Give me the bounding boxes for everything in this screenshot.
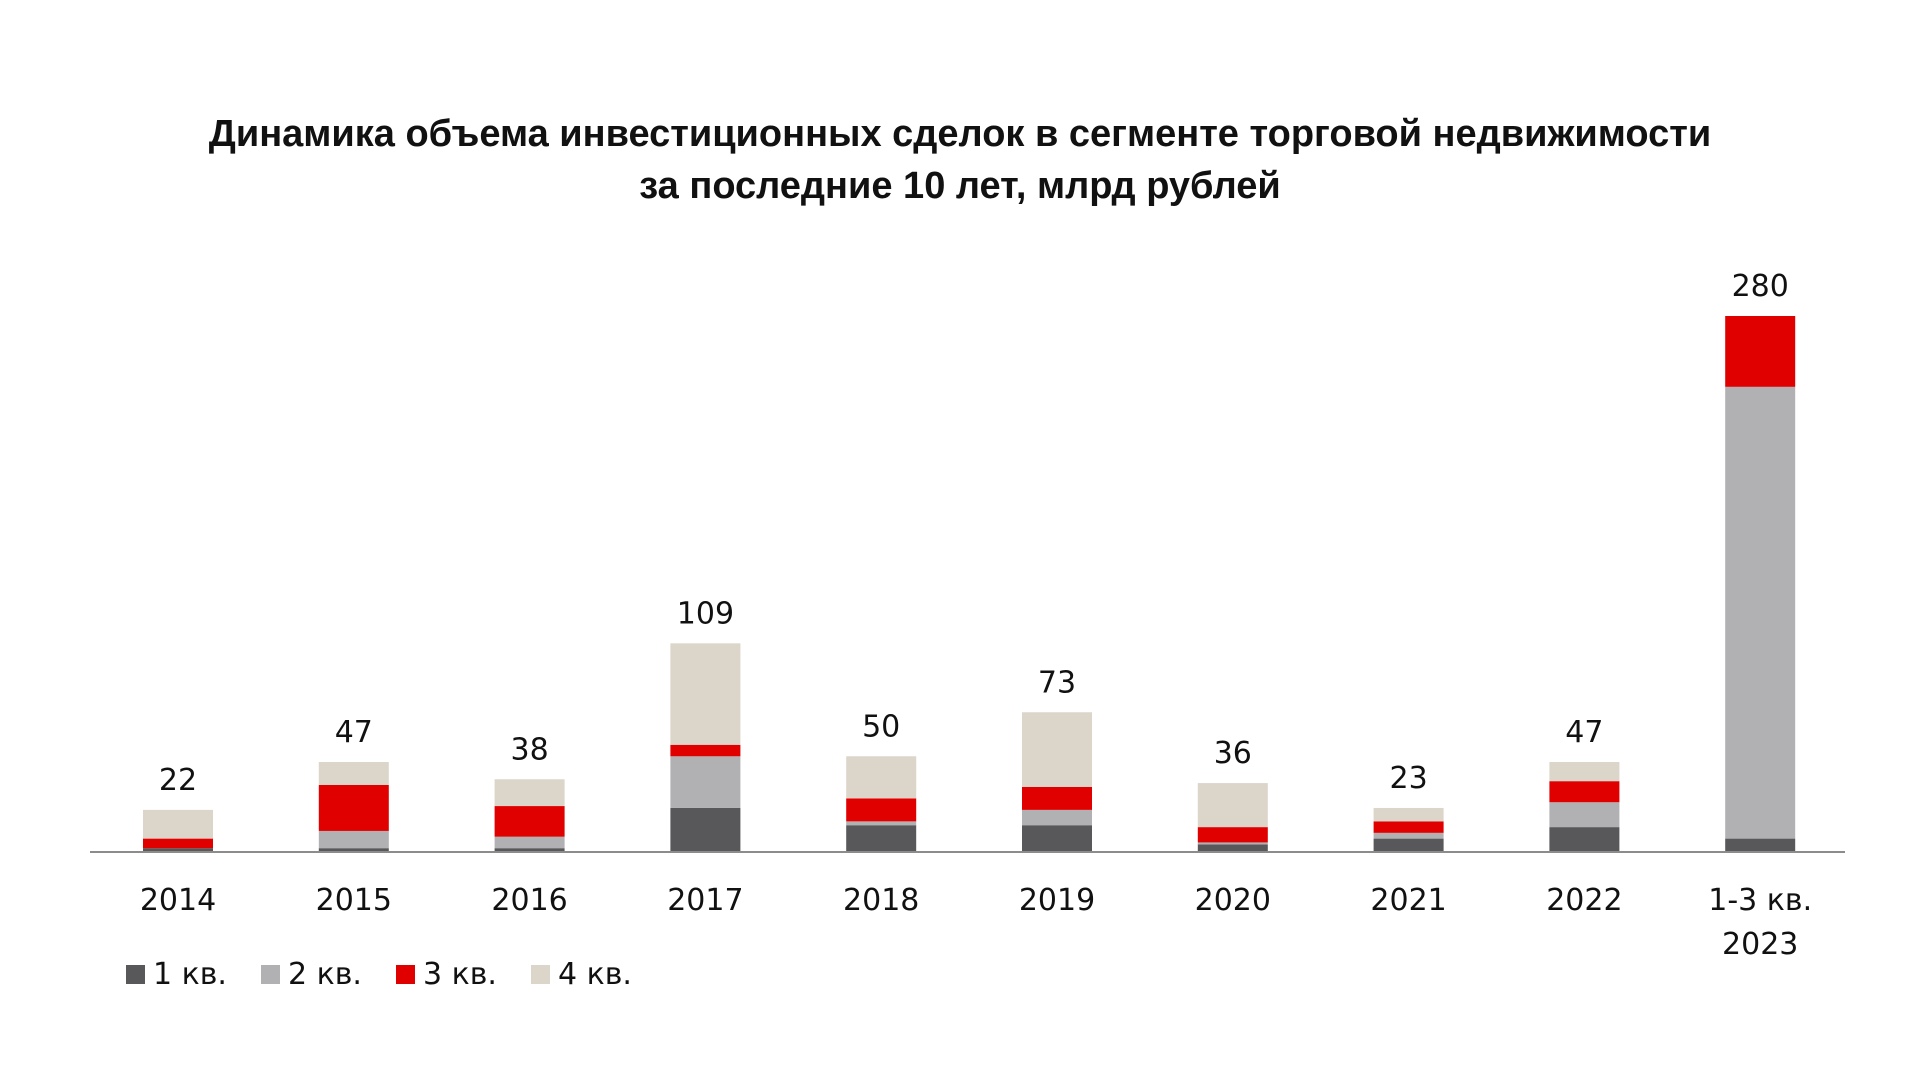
total-label: 36	[1214, 736, 1252, 771]
bar-segment-3-series-4	[494, 779, 565, 807]
bar-segment-8-series-1	[1373, 838, 1444, 852]
bar-segment-5-series-4	[846, 756, 917, 799]
x-tick-label: 2016	[491, 883, 567, 918]
bar-segment-7-series-1	[1197, 844, 1268, 852]
bar-segment-6-series-3	[1022, 786, 1092, 810]
chart-title: Динамика объема инвестиционных сделок в …	[0, 108, 1920, 212]
bar-segment-7-series-4	[1197, 783, 1268, 828]
bar-segment-8-series-3	[1373, 821, 1444, 833]
bar-segment-10-series-3	[1725, 316, 1796, 387]
total-label: 280	[1732, 269, 1789, 304]
total-label: 38	[511, 732, 549, 767]
bar-segment-5-series-1	[846, 825, 917, 852]
x-tick-label: 2023	[1722, 927, 1798, 962]
bar-segment-3-series-3	[494, 806, 565, 837]
bar-segment-4-series-3	[670, 744, 741, 757]
x-tick-label: 2020	[1195, 883, 1271, 918]
legend-label-2: 2 кв.	[288, 957, 362, 992]
bar-segment-9-series-2	[1549, 802, 1620, 828]
total-label: 23	[1390, 761, 1428, 796]
total-label: 50	[862, 709, 900, 744]
bar-segment-1-series-4	[143, 809, 213, 839]
bar-segment-7-series-3	[1197, 827, 1268, 843]
x-tick-label: 2018	[843, 883, 919, 918]
bar-segment-10-series-1	[1725, 838, 1796, 852]
bar-segment-2-series-1	[318, 848, 389, 852]
bar-segment-8-series-2	[1373, 832, 1444, 839]
legend-swatch-4	[531, 965, 550, 984]
legend-swatch-2	[261, 965, 280, 984]
total-label: 47	[1565, 715, 1603, 750]
total-label: 109	[677, 596, 734, 631]
bar-segment-3-series-1	[494, 848, 565, 852]
legend-label-4: 4 кв.	[558, 957, 632, 992]
legend-swatch-3	[396, 965, 415, 984]
x-tick-label: 2015	[316, 883, 392, 918]
x-tick-label: 1-3 кв.	[1708, 883, 1812, 918]
x-tick-label: 2021	[1370, 883, 1446, 918]
bar-segment-6-series-1	[1022, 825, 1092, 852]
bar-segment-4-series-4	[670, 643, 741, 745]
total-labels-group: 22 47 38 109 50 73 36 23 47 280	[159, 269, 1789, 798]
total-label: 47	[335, 715, 373, 750]
bar-segment-10-series-2	[1725, 386, 1796, 839]
legend-label-3: 3 кв.	[423, 957, 497, 992]
legend-label-1: 1 кв.	[153, 957, 227, 992]
bar-segment-1-series-1	[143, 848, 213, 852]
bar-segment-4-series-1	[670, 807, 741, 852]
x-tick-label: 2017	[667, 883, 743, 918]
bar-segment-6-series-4	[1022, 712, 1092, 787]
bar-segment-4-series-2	[670, 756, 741, 808]
x-tick-labels-group: 2014 2015 2016 2017 2018 2019 2020 2021 2022 1-3 …	[140, 883, 1812, 962]
bar-segment-2-series-2	[318, 830, 389, 849]
legend: 1 кв. 2 кв. 3 кв. 4 кв.	[126, 957, 632, 992]
bar-segment-8-series-4	[1373, 807, 1444, 822]
bar-segment-5-series-2	[846, 821, 917, 826]
total-label: 22	[159, 763, 197, 798]
bar-segment-7-series-2	[1197, 842, 1268, 845]
bar-segment-6-series-2	[1022, 809, 1092, 826]
bars-group	[143, 316, 1796, 852]
x-tick-label: 2019	[1019, 883, 1095, 918]
chart-title-line-1: Динамика объема инвестиционных сделок в …	[208, 113, 1712, 155]
legend-swatch-1	[126, 965, 145, 984]
x-tick-label: 2022	[1546, 883, 1622, 918]
bar-segment-2-series-3	[318, 785, 389, 831]
bar-segment-1-series-3	[143, 838, 213, 849]
bar-segment-3-series-2	[494, 836, 565, 849]
chart-title-line-2: за последние 10 лет, млрд рублей	[639, 165, 1281, 207]
bar-segment-5-series-3	[846, 798, 917, 822]
bar-segment-2-series-4	[318, 762, 389, 785]
bar-segment-9-series-1	[1549, 827, 1620, 852]
total-label: 73	[1038, 665, 1076, 700]
bar-segment-9-series-3	[1549, 781, 1620, 803]
bar-segment-9-series-4	[1549, 762, 1620, 782]
x-tick-label: 2014	[140, 883, 216, 918]
